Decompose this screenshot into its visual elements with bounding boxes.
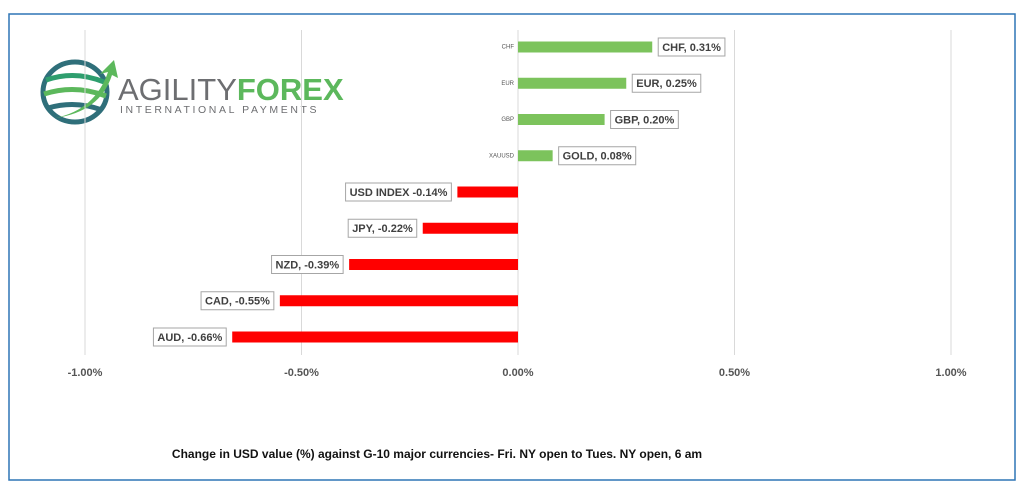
x-tick-label: 0.50% [719, 367, 750, 379]
data-label: AUD, -0.66% [157, 332, 222, 344]
bar [422, 222, 518, 234]
data-label-box [152, 327, 227, 347]
data-label-box [631, 73, 702, 93]
data-label-box [657, 37, 726, 57]
category-label: EUR [501, 81, 514, 87]
bar [279, 295, 518, 307]
data-label-box [200, 291, 275, 311]
bar [457, 186, 518, 198]
logo: AGILITYFOREX INTERNATIONAL PAYMENTS [40, 59, 344, 125]
data-label-box [347, 218, 418, 238]
bar [518, 77, 627, 89]
logo-tagline: INTERNATIONAL PAYMENTS [120, 104, 319, 116]
x-tick-label: 0.00% [502, 367, 533, 379]
bar [232, 331, 518, 343]
x-tick-label: 1.00% [935, 367, 966, 379]
bar [518, 150, 553, 162]
logo-arrow [55, 60, 118, 118]
category-label: CHF [502, 45, 515, 51]
data-label: GBP, 0.20% [615, 114, 675, 126]
frame [8, 13, 1016, 481]
category-label: GBP [501, 117, 514, 123]
data-label-box [345, 182, 452, 202]
data-label-box [610, 110, 679, 129]
category-label: XAUUSD [489, 153, 515, 159]
data-label: NZD, -0.39% [276, 259, 340, 271]
logo-name-part2: FOREX [237, 72, 344, 107]
bar [349, 259, 518, 270]
data-label: CHF, 0.31% [662, 42, 721, 54]
data-label: CAD, -0.55% [205, 296, 270, 308]
x-tick-label: -0.50% [284, 367, 319, 379]
logo-globe [40, 59, 110, 125]
chart-title: Change in USD value (%) against G-10 maj… [172, 447, 702, 461]
bar [518, 114, 605, 125]
data-label: JPY, -0.22% [352, 223, 413, 235]
data-label-box [558, 146, 637, 166]
data-label: USD INDEX -0.14% [350, 187, 448, 199]
bar [518, 41, 653, 53]
data-label-box [271, 255, 344, 274]
x-tick-label: -1.00% [68, 367, 103, 379]
logo-name: AGILITYFOREX [118, 72, 344, 107]
logo-name-part1: AGILITY [118, 72, 237, 107]
data-label: EUR, 0.25% [636, 78, 697, 90]
data-label: GOLD, 0.08% [563, 151, 632, 163]
